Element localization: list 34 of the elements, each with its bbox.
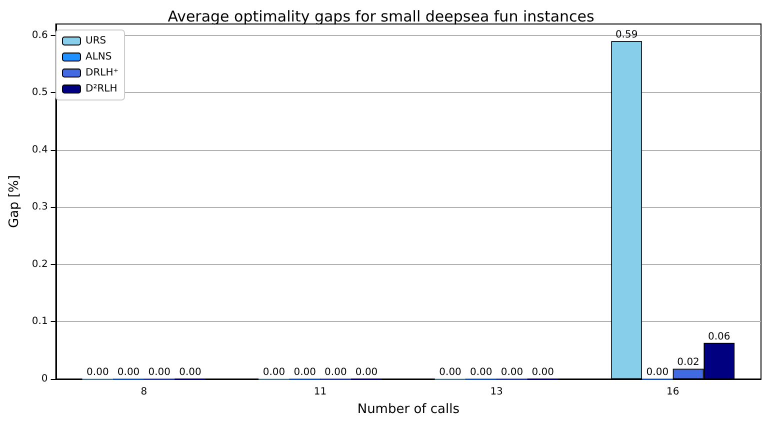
data-label: 0.00 — [148, 367, 171, 378]
data-label: 0.00 — [439, 367, 462, 378]
x-tick-label: 16 — [666, 386, 680, 398]
chart-title: Average optimality gaps for small deepsea fun instances — [168, 8, 594, 26]
y-axis-title: Gap [%] — [7, 175, 22, 228]
data-label: 0.00 — [117, 367, 140, 378]
x-tick-label: 11 — [314, 386, 327, 398]
y-tick-label: 0.4 — [32, 144, 48, 156]
x-tick-label: 13 — [490, 386, 503, 398]
data-label: 0.00 — [646, 367, 669, 378]
data-label: 0.00 — [532, 367, 554, 378]
data-label: 0.59 — [615, 30, 638, 41]
data-label: 0.00 — [86, 367, 109, 378]
data-label: 0.06 — [708, 331, 730, 342]
legend-label: D²RLH — [86, 84, 118, 94]
data-label: 0.00 — [324, 367, 347, 378]
x-axis-title: Number of calls — [357, 402, 460, 417]
legend-label: ALNS — [86, 52, 112, 62]
y-tick-label: 0.3 — [32, 202, 48, 213]
y-tick-label: 0.2 — [32, 258, 48, 270]
data-label: 0.00 — [262, 367, 286, 378]
legend-label: DRLH⁺ — [86, 68, 119, 78]
y-tick-label: 0 — [41, 374, 48, 384]
y-tick-label: 0.1 — [32, 316, 48, 328]
data-label: 0.00 — [470, 367, 492, 378]
data-label: 0.00 — [294, 367, 316, 378]
y-tick-label: 0.5 — [32, 87, 48, 98]
y-tick-label: 0.6 — [32, 30, 48, 41]
data-label: 0.00 — [500, 367, 524, 378]
data-label: 0.00 — [179, 367, 202, 378]
data-label: 0.02 — [677, 357, 700, 368]
legend-label: URS — [86, 36, 106, 46]
x-tick-label: 8 — [140, 386, 148, 398]
data-label: 0.00 — [355, 367, 378, 378]
